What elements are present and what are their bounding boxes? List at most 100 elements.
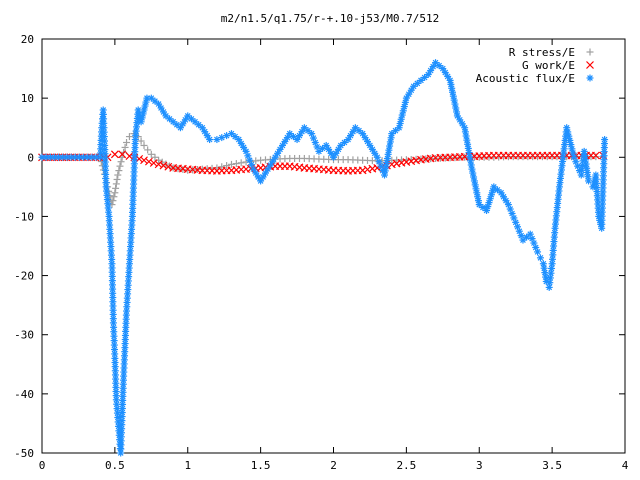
data-point: [351, 124, 359, 132]
data-point: [218, 163, 226, 171]
data-point: [88, 153, 96, 161]
data-point: [169, 118, 177, 126]
data-point: [110, 193, 118, 201]
data-point: [563, 124, 571, 132]
data-point: [223, 162, 231, 170]
data-point: [151, 153, 159, 161]
data-point: [159, 161, 168, 170]
y-tick-label: -20: [14, 270, 34, 283]
data-point: [109, 197, 117, 205]
data-point: [391, 127, 399, 135]
data-point: [539, 260, 547, 268]
data-point: [108, 281, 116, 289]
x-tick-label: 1: [184, 459, 191, 472]
data-point: [108, 264, 116, 272]
x-tick-label: 3.5: [542, 459, 562, 472]
data-point: [63, 153, 71, 161]
data-point: [585, 177, 593, 185]
data-point: [135, 154, 144, 163]
data-point: [118, 150, 127, 159]
data-point: [461, 128, 469, 136]
legend-label: R stress/E: [509, 46, 575, 59]
data-point: [144, 157, 153, 166]
data-point: [592, 153, 600, 161]
data-point: [111, 189, 119, 197]
data-point: [109, 306, 117, 314]
data-point: [397, 115, 405, 123]
data-point: [421, 73, 429, 81]
legend-label: G work/E: [522, 59, 575, 72]
data-point: [237, 139, 245, 147]
data-point: [147, 150, 155, 158]
x-tick-label: 2: [330, 459, 337, 472]
axes: 0 0.5 1 1.5 2 2.5 3 3.5 4 20 10 0 -10 -20 -30 -40 -50: [14, 33, 629, 472]
data-point: [386, 138, 394, 146]
data-point: [139, 110, 147, 118]
x-tick-label: 0: [39, 459, 46, 472]
data-point: [125, 133, 133, 141]
data-point: [115, 167, 123, 175]
data-point: [532, 243, 540, 251]
data-point: [142, 98, 150, 106]
x-tick-label: 1.5: [251, 459, 271, 472]
data-point: [110, 341, 118, 349]
data-point: [157, 104, 165, 112]
data-point: [126, 255, 134, 263]
data-point: [80, 153, 88, 161]
chart-title: m2/n1.5/q1.75/r-+.10-j53/M0.7/512: [221, 12, 440, 25]
data-point: [439, 65, 447, 73]
legend-marker: [586, 61, 594, 69]
data-point: [237, 159, 245, 167]
data-point: [109, 298, 117, 306]
series-2: [38, 59, 609, 457]
data-point: [542, 273, 550, 281]
data-point: [322, 141, 330, 149]
data-point: [405, 90, 413, 98]
data-point: [112, 184, 120, 192]
data-point: [453, 112, 461, 120]
legend-label: Acoustic flux/E: [476, 72, 575, 85]
y-tick-label: 10: [21, 92, 34, 105]
data-point: [227, 130, 235, 138]
data-point: [108, 272, 116, 280]
data-point: [154, 160, 163, 169]
data-point: [113, 175, 121, 183]
data-point: [181, 116, 189, 124]
data-point: [227, 160, 235, 168]
data-point: [117, 158, 125, 166]
y-tick-label: 0: [27, 151, 34, 164]
data-point: [330, 153, 337, 161]
data-point: [456, 116, 464, 124]
y-tick-label: -10: [14, 210, 34, 223]
data-point: [38, 153, 46, 161]
data-point: [137, 118, 145, 126]
data-point: [548, 264, 556, 272]
data-point: [125, 152, 134, 161]
legend-marker: [586, 74, 594, 82]
data-point: [84, 153, 92, 161]
data-point: [536, 254, 544, 262]
data-point: [547, 269, 555, 277]
data-point: [179, 120, 187, 128]
y-tick-label: 20: [21, 33, 34, 46]
data-point: [144, 146, 152, 154]
data-point: [116, 162, 124, 170]
data-point: [566, 136, 574, 144]
data-point: [541, 269, 549, 277]
data-point: [110, 150, 119, 159]
data-point: [540, 264, 548, 272]
data-point: [108, 201, 116, 209]
data-point: [401, 98, 409, 106]
data-point: [112, 180, 120, 188]
data-point: [110, 332, 118, 340]
y-tick-label: -40: [14, 388, 34, 401]
data-series: [38, 59, 609, 457]
x-tick-label: 4: [622, 459, 629, 472]
legend-marker: [586, 48, 594, 56]
data-point: [151, 97, 159, 105]
data-point: [42, 153, 50, 161]
data-point: [109, 302, 117, 310]
x-tick-label: 0.5: [105, 459, 125, 472]
data-point: [447, 80, 455, 88]
data-point: [149, 159, 158, 167]
